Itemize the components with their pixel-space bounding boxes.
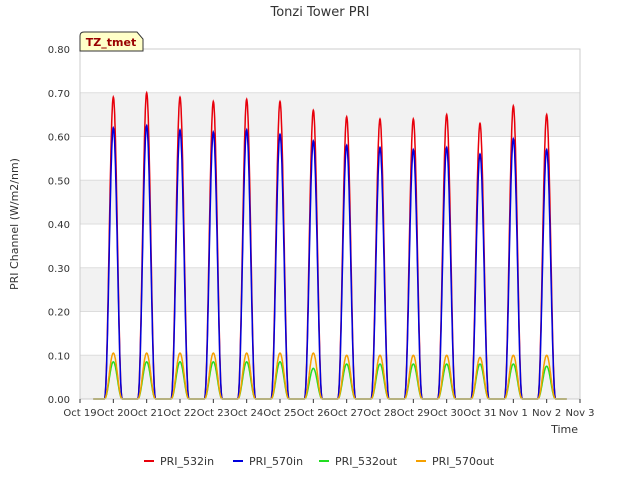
y-tick-label: 0.00	[48, 395, 70, 406]
x-tick-label: Oct 25	[263, 408, 296, 419]
plot-background	[80, 49, 580, 399]
chart-title: Tonzi Tower PRI	[270, 5, 370, 20]
x-tick-label: Oct 30	[430, 408, 463, 419]
x-tick-label: Oct 28	[363, 408, 396, 419]
plot-band	[80, 49, 580, 93]
x-tick-label: Oct 24	[230, 408, 263, 419]
legend-label: PRI_570out	[432, 455, 495, 468]
plot-band	[80, 267, 580, 312]
x-axis-ticks: Oct 19 Oct 20 Oct 21 Oct 22 Oct 23 Oct 24 Oct …	[63, 399, 595, 419]
y-tick-label: 0.80	[48, 45, 70, 56]
x-tick-label: Nov 1	[499, 408, 528, 419]
y-tick-label: 0.70	[48, 89, 70, 100]
plot-band	[80, 224, 580, 268]
x-tick-label: Oct 27	[330, 408, 363, 419]
x-tick-label: Nov 2	[532, 408, 561, 419]
plot-band	[80, 136, 580, 181]
y-axis-ticks: 0.00 0.10 0.20 0.30 0.40 0.50 0.60 0.70 0.80	[48, 45, 70, 406]
x-tick-label: Oct 29	[397, 408, 430, 419]
y-tick-label: 0.10	[48, 351, 70, 362]
x-tick-label: Oct 21	[130, 408, 163, 419]
y-tick-label: 0.50	[48, 176, 70, 187]
x-tick-label: Oct 19	[63, 408, 96, 419]
x-tick-label: Nov 3	[565, 408, 594, 419]
x-tick-label: Oct 23	[197, 408, 230, 419]
legend-label: PRI_570in	[249, 455, 303, 468]
plot-band	[80, 92, 580, 137]
y-tick-label: 0.20	[48, 308, 70, 319]
y-tick-label: 0.60	[48, 133, 70, 144]
annotation-box	[79, 31, 144, 52]
y-axis-label: PRI Channel (W/m2/nm)	[8, 158, 21, 290]
plot-band	[80, 311, 580, 356]
y-tick-label: 0.30	[48, 264, 70, 275]
legend: PRI_532in PRI_570in PRI_532out PRI_570out	[144, 455, 495, 468]
annotation-text: TZ_tmet	[86, 36, 136, 49]
legend-label: PRI_532out	[335, 455, 398, 468]
plot-band	[80, 355, 580, 399]
x-axis-label: Time	[550, 423, 578, 436]
x-tick-label: Oct 26	[297, 408, 330, 419]
x-tick-label: Oct 20	[97, 408, 130, 419]
plot-band	[80, 180, 580, 224]
legend-label: PRI_532in	[160, 455, 214, 468]
y-tick-label: 0.40	[48, 220, 70, 231]
x-tick-label: Oct 31	[463, 408, 496, 419]
plot-frame	[79, 48, 581, 400]
site-annotation: TZ_tmet	[79, 31, 144, 52]
x-tick-label: Oct 22	[163, 408, 196, 419]
